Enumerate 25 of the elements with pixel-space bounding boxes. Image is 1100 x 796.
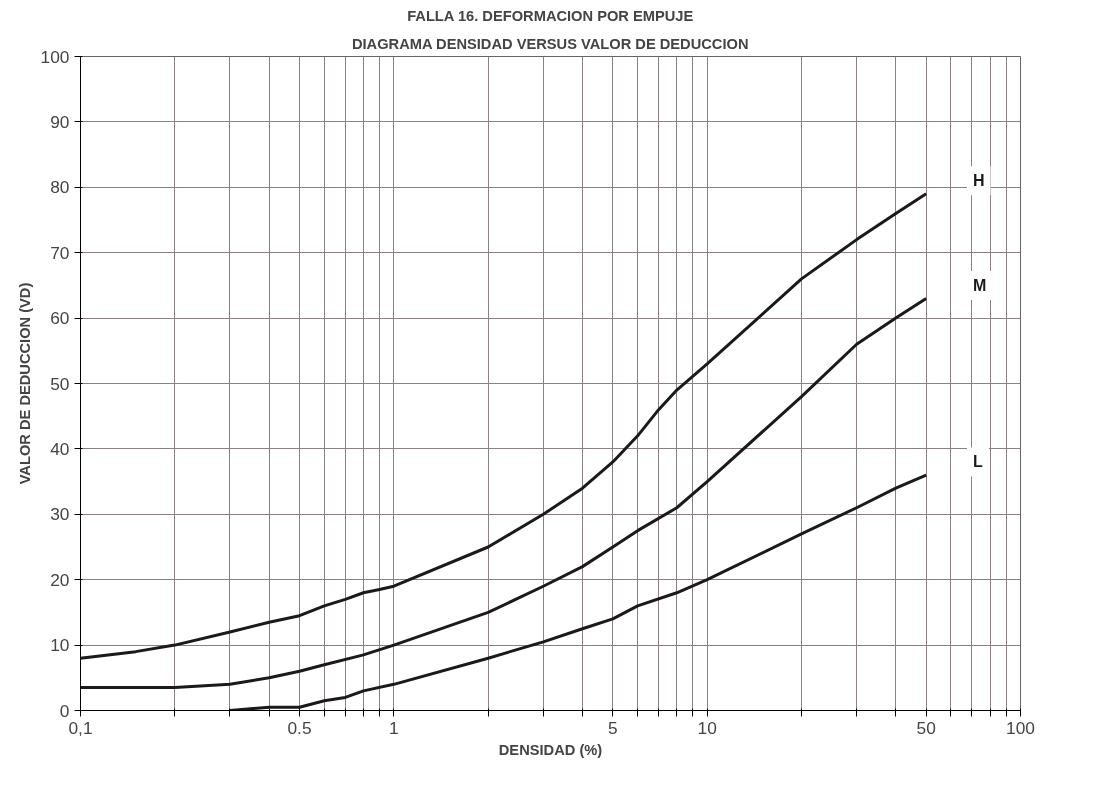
y-tick-label: 20 (50, 569, 70, 590)
y-tick-label: 40 (50, 438, 70, 459)
x-tick-label: 100 (1006, 717, 1035, 738)
y-axis-title: VALOR DE DEDUCCION (VD) (16, 282, 33, 485)
x-tick-label: 0.5 (287, 717, 312, 738)
text: L (973, 453, 984, 471)
text: M (973, 276, 987, 294)
y-tick-label: 0 (59, 700, 70, 721)
x-axis-title: DENSIDAD (%) (498, 741, 603, 758)
y-tick-label: 100 (40, 46, 70, 67)
y-tick-label: 50 (50, 373, 70, 394)
chart-subtitle: DIAGRAMA DENSIDAD VERSUS VALOR DE DEDUCCION (351, 35, 749, 52)
x-tick-label: 50 (916, 717, 936, 738)
x-tick-label: 1 (389, 717, 399, 738)
chart-title: FALLA 16. DEFORMACION POR EMPUJE (407, 7, 694, 24)
y-tick-label: 60 (50, 308, 70, 329)
text: H (973, 172, 985, 190)
y-tick-label: 90 (50, 111, 70, 132)
x-tick-label: 5 (608, 717, 618, 738)
y-tick-label: 10 (50, 635, 70, 656)
x-tick-label: 10 (697, 717, 717, 738)
y-tick-label: 30 (50, 504, 70, 525)
y-tick-label: 80 (50, 177, 70, 198)
x-tick-label: 0,1 (68, 717, 93, 738)
y-tick-label: 70 (50, 242, 70, 263)
